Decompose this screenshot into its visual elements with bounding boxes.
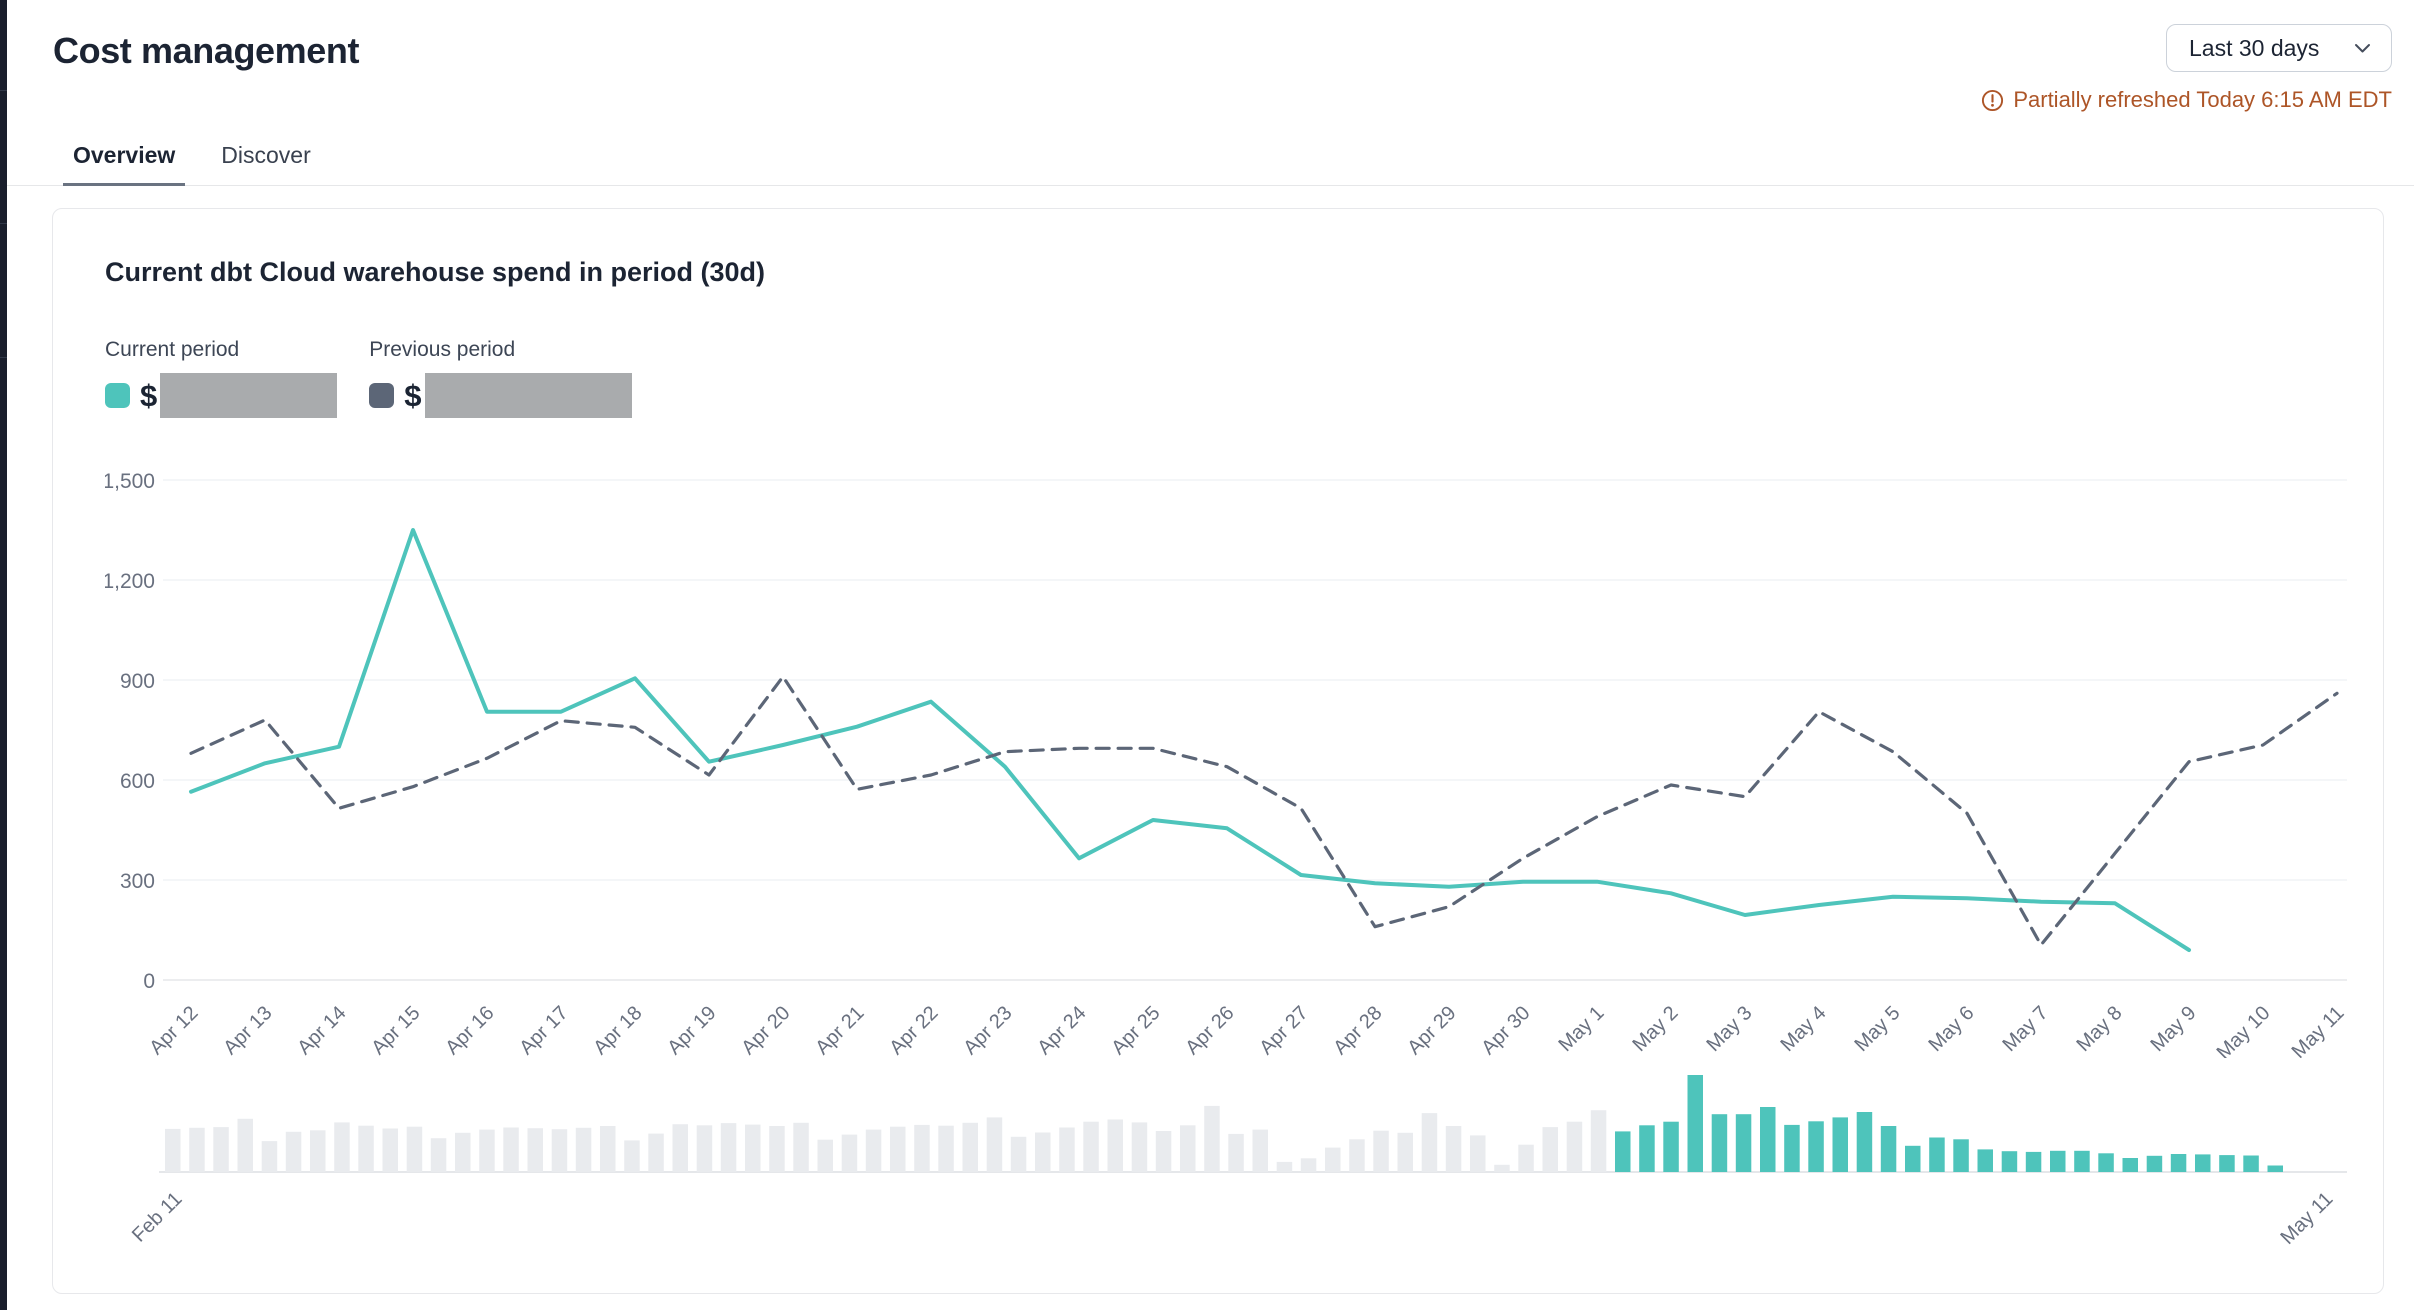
range-brush-chart[interactable]: Feb 11 May 11 [105,1060,2355,1275]
svg-text:May 11: May 11 [2276,1188,2337,1249]
tab-overview[interactable]: Overview [63,142,186,186]
svg-text:Apr 14: Apr 14 [293,1002,350,1058]
svg-text:Apr 19: Apr 19 [663,1002,720,1058]
refresh-notice-text: Partially refreshed Today 6:15 AM EDT [2013,87,2392,112]
svg-text:Apr 16: Apr 16 [441,1002,498,1058]
svg-text:Apr 17: Apr 17 [515,1002,572,1058]
svg-text:Apr 24: Apr 24 [1033,1002,1090,1058]
tabs-bar: Overview Discover [7,141,2414,186]
svg-text:Apr 30: Apr 30 [1477,1002,1534,1058]
currency-symbol: $ [140,377,158,413]
legend-current-period: Current period $ [105,338,338,418]
sidebar-rail-separator [0,223,7,224]
svg-text:May 1: May 1 [1554,1002,1608,1056]
svg-text:May 8: May 8 [2072,1002,2126,1056]
svg-text:Feb 11: Feb 11 [128,1188,187,1247]
svg-text:Apr 20: Apr 20 [737,1002,794,1058]
svg-text:600: 600 [120,770,155,793]
spend-line-chart: 1,500 1,200 900 600 300 0 Apr 12 Apr 13 Apr 14 Ap… [105,470,2349,1058]
svg-text:Apr 22: Apr 22 [885,1002,942,1058]
svg-text:1,500: 1,500 [105,470,155,493]
svg-text:May 5: May 5 [1850,1002,1904,1056]
chart-legend: Current period $ Previous period $ [105,338,2383,418]
svg-text:300: 300 [120,870,155,893]
svg-text:Apr 12: Apr 12 [145,1002,202,1058]
sidebar-rail-separator [0,357,7,358]
svg-text:May 9: May 9 [2146,1002,2200,1056]
previous-period-swatch [369,383,395,408]
svg-text:1,200: 1,200 [105,570,155,593]
legend-previous-label: Previous period [369,338,516,361]
date-range-value: Last 30 days [2189,34,2320,61]
currency-symbol: $ [404,377,422,413]
svg-text:Apr 15: Apr 15 [367,1002,424,1058]
svg-text:900: 900 [120,670,155,693]
tab-discover[interactable]: Discover [221,142,311,168]
current-period-swatch [105,383,130,408]
svg-text:May 4: May 4 [1776,1002,1830,1056]
chevron-down-icon [2355,43,2370,52]
svg-text:May 3: May 3 [1702,1002,1756,1056]
svg-text:Apr 29: Apr 29 [1403,1002,1460,1058]
svg-text:Apr 21: Apr 21 [811,1002,868,1058]
redacted-previous-value [424,373,632,418]
svg-text:Apr 23: Apr 23 [959,1002,1016,1058]
sidebar-rail [0,0,7,1310]
svg-text:Apr 26: Apr 26 [1181,1002,1238,1058]
svg-text:May 7: May 7 [1998,1002,2052,1056]
svg-text:May 10: May 10 [2213,1002,2275,1058]
page-header: Cost management Last 30 days Partially r… [7,0,2414,113]
svg-text:May 11: May 11 [2288,1002,2349,1058]
legend-previous-period: Previous period $ [369,338,632,418]
header-controls: Last 30 days Partially refreshed Today 6… [1981,24,2392,113]
alert-circle-icon [1982,89,2004,111]
date-range-select[interactable]: Last 30 days [2166,24,2392,72]
legend-current-label: Current period [105,338,240,361]
svg-text:Apr 25: Apr 25 [1107,1002,1164,1058]
spend-card: Current dbt Cloud warehouse spend in per… [52,208,2384,1294]
refresh-notice: Partially refreshed Today 6:15 AM EDT [1981,87,2392,113]
svg-text:Apr 13: Apr 13 [219,1002,276,1058]
svg-text:May 2: May 2 [1628,1002,1682,1056]
redacted-current-value [160,373,338,418]
svg-text:Apr 28: Apr 28 [1329,1002,1386,1058]
svg-text:Apr 18: Apr 18 [589,1002,646,1058]
svg-text:0: 0 [143,970,155,993]
page-title: Cost management [53,30,360,71]
spend-card-title: Current dbt Cloud warehouse spend in per… [105,257,766,287]
svg-text:Apr 27: Apr 27 [1255,1002,1312,1058]
sidebar-rail-separator [0,90,7,91]
svg-text:May 6: May 6 [1924,1002,1978,1056]
